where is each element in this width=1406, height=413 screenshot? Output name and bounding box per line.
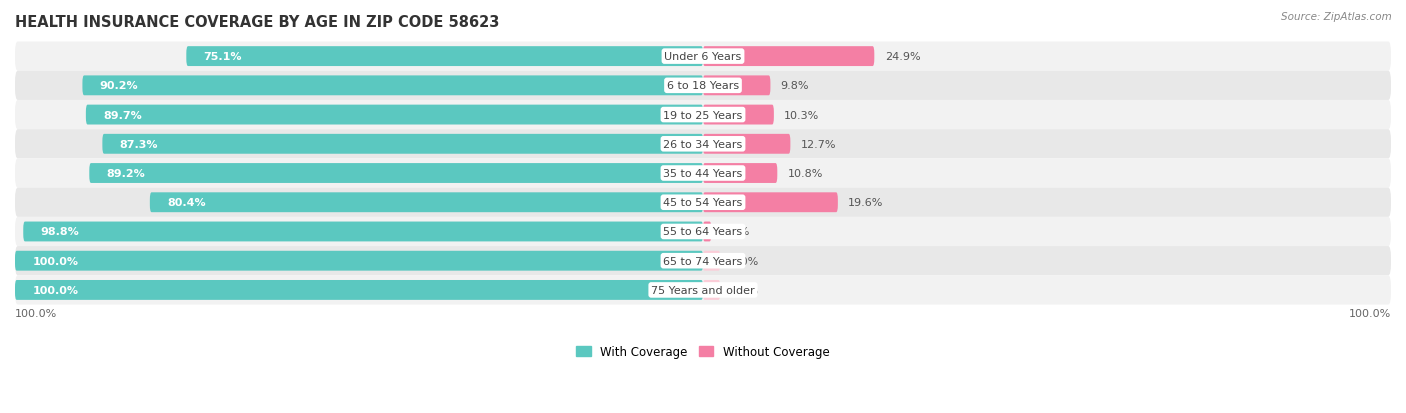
Text: 80.4%: 80.4% <box>167 198 205 208</box>
Text: 87.3%: 87.3% <box>120 140 157 150</box>
FancyBboxPatch shape <box>83 76 703 96</box>
FancyBboxPatch shape <box>86 105 703 125</box>
Text: 19.6%: 19.6% <box>848 198 883 208</box>
FancyBboxPatch shape <box>703 222 711 242</box>
Text: 0.0%: 0.0% <box>731 285 759 295</box>
Text: 1.2%: 1.2% <box>721 227 749 237</box>
Text: 6 to 18 Years: 6 to 18 Years <box>666 81 740 91</box>
Text: 89.7%: 89.7% <box>103 110 142 120</box>
Text: 35 to 44 Years: 35 to 44 Years <box>664 169 742 178</box>
Text: 100.0%: 100.0% <box>1348 309 1391 318</box>
Text: Under 6 Years: Under 6 Years <box>665 52 741 62</box>
FancyBboxPatch shape <box>15 159 1391 188</box>
FancyBboxPatch shape <box>15 101 1391 130</box>
FancyBboxPatch shape <box>703 193 838 213</box>
Text: 19 to 25 Years: 19 to 25 Years <box>664 110 742 120</box>
Text: 9.8%: 9.8% <box>780 81 810 91</box>
Text: 55 to 64 Years: 55 to 64 Years <box>664 227 742 237</box>
Text: 10.3%: 10.3% <box>785 110 820 120</box>
Text: 89.2%: 89.2% <box>107 169 145 178</box>
FancyBboxPatch shape <box>15 71 1391 101</box>
Text: HEALTH INSURANCE COVERAGE BY AGE IN ZIP CODE 58623: HEALTH INSURANCE COVERAGE BY AGE IN ZIP … <box>15 15 499 30</box>
Text: Source: ZipAtlas.com: Source: ZipAtlas.com <box>1281 12 1392 22</box>
Legend: With Coverage, Without Coverage: With Coverage, Without Coverage <box>572 341 834 363</box>
Text: 12.7%: 12.7% <box>800 140 837 150</box>
Text: 75 Years and older: 75 Years and older <box>651 285 755 295</box>
Text: 90.2%: 90.2% <box>100 81 138 91</box>
FancyBboxPatch shape <box>703 164 778 183</box>
FancyBboxPatch shape <box>15 188 1391 217</box>
Text: 100.0%: 100.0% <box>15 309 58 318</box>
FancyBboxPatch shape <box>15 251 703 271</box>
FancyBboxPatch shape <box>15 247 1391 275</box>
FancyBboxPatch shape <box>90 164 703 183</box>
FancyBboxPatch shape <box>150 193 703 213</box>
Text: 75.1%: 75.1% <box>204 52 242 62</box>
Text: 100.0%: 100.0% <box>32 256 79 266</box>
FancyBboxPatch shape <box>703 76 770 96</box>
FancyBboxPatch shape <box>24 222 703 242</box>
FancyBboxPatch shape <box>703 280 720 300</box>
FancyBboxPatch shape <box>703 105 773 125</box>
FancyBboxPatch shape <box>703 135 790 154</box>
Text: 10.8%: 10.8% <box>787 169 823 178</box>
FancyBboxPatch shape <box>15 217 1391 247</box>
FancyBboxPatch shape <box>15 130 1391 159</box>
Text: 26 to 34 Years: 26 to 34 Years <box>664 140 742 150</box>
FancyBboxPatch shape <box>103 135 703 154</box>
Text: 98.8%: 98.8% <box>41 227 79 237</box>
FancyBboxPatch shape <box>15 280 703 300</box>
Text: 100.0%: 100.0% <box>32 285 79 295</box>
FancyBboxPatch shape <box>15 43 1391 71</box>
Text: 0.0%: 0.0% <box>731 256 759 266</box>
FancyBboxPatch shape <box>703 47 875 67</box>
Text: 45 to 54 Years: 45 to 54 Years <box>664 198 742 208</box>
Text: 65 to 74 Years: 65 to 74 Years <box>664 256 742 266</box>
Text: 24.9%: 24.9% <box>884 52 921 62</box>
FancyBboxPatch shape <box>703 251 720 271</box>
FancyBboxPatch shape <box>187 47 703 67</box>
FancyBboxPatch shape <box>15 275 1391 305</box>
